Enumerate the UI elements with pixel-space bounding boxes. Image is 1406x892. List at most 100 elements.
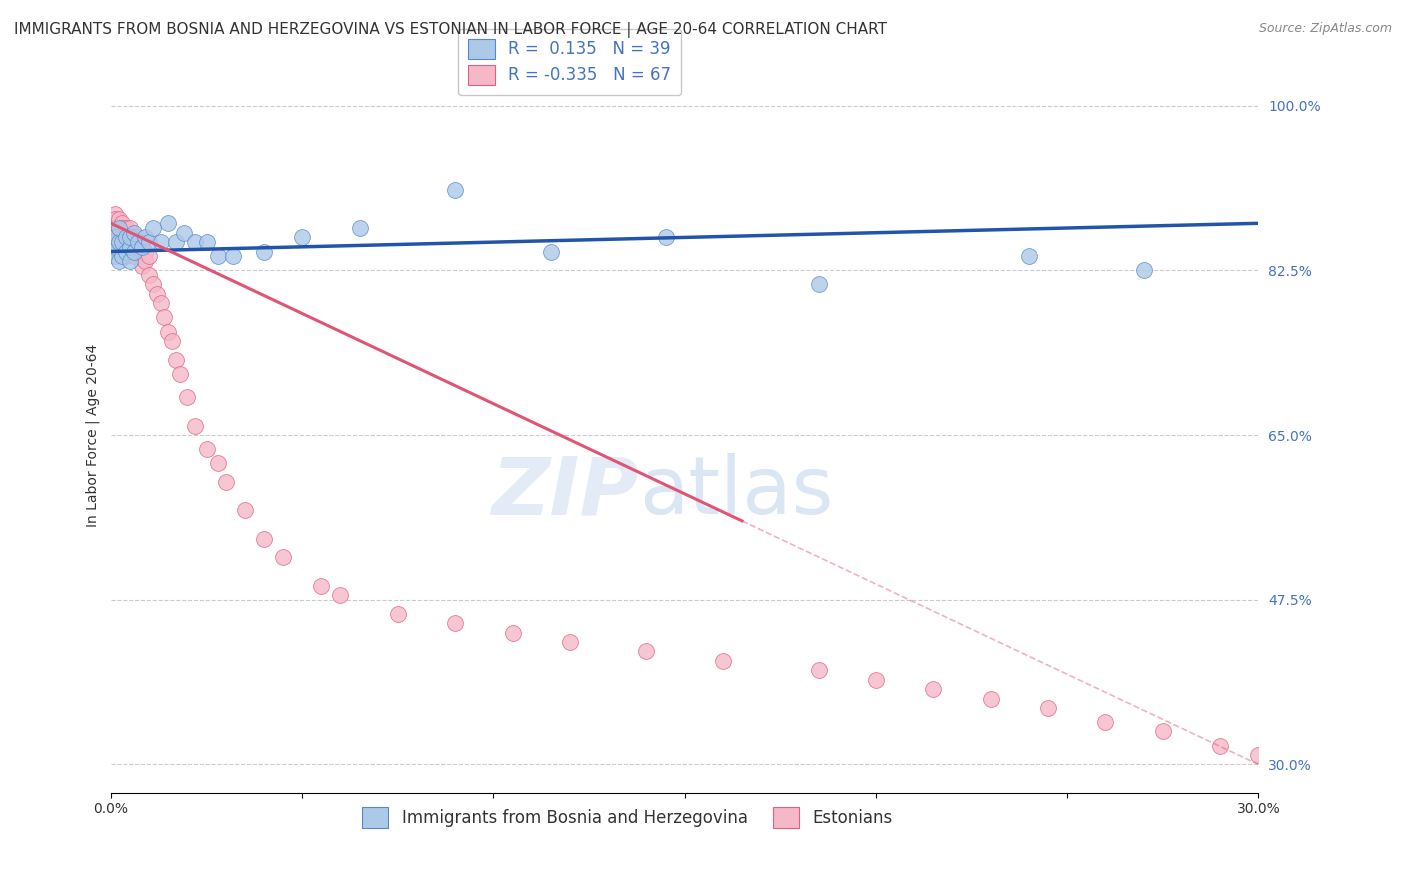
Point bbox=[253, 532, 276, 546]
Point bbox=[1209, 739, 1232, 753]
Point bbox=[1094, 715, 1116, 730]
Point bbox=[865, 673, 887, 687]
Point bbox=[807, 663, 830, 677]
Point bbox=[134, 254, 156, 268]
Point bbox=[540, 244, 562, 259]
Point bbox=[104, 240, 127, 254]
Point bbox=[149, 296, 172, 310]
Point bbox=[807, 277, 830, 292]
Point bbox=[195, 235, 218, 249]
Point bbox=[104, 221, 127, 235]
Point bbox=[387, 607, 409, 621]
Point bbox=[184, 418, 207, 433]
Point bbox=[980, 691, 1002, 706]
Point bbox=[111, 216, 134, 230]
Point bbox=[207, 249, 229, 263]
Point bbox=[118, 254, 141, 268]
Point bbox=[291, 230, 314, 244]
Point bbox=[157, 216, 180, 230]
Point bbox=[104, 207, 127, 221]
Point bbox=[107, 235, 129, 249]
Point bbox=[138, 268, 160, 282]
Point bbox=[1247, 747, 1270, 762]
Point bbox=[127, 235, 149, 249]
Point bbox=[115, 230, 138, 244]
Point bbox=[134, 244, 156, 259]
Point bbox=[160, 334, 183, 348]
Point bbox=[253, 244, 276, 259]
Legend: Immigrants from Bosnia and Herzegovina, Estonians: Immigrants from Bosnia and Herzegovina, … bbox=[354, 801, 900, 834]
Point bbox=[142, 221, 165, 235]
Point bbox=[711, 654, 734, 668]
Point bbox=[207, 456, 229, 470]
Point bbox=[222, 249, 245, 263]
Point bbox=[122, 226, 145, 240]
Point bbox=[118, 244, 141, 259]
Point bbox=[111, 240, 134, 254]
Point bbox=[122, 244, 145, 259]
Point bbox=[127, 230, 149, 244]
Point bbox=[115, 244, 138, 259]
Point bbox=[146, 286, 169, 301]
Point bbox=[233, 503, 256, 517]
Point bbox=[1152, 724, 1174, 739]
Point bbox=[176, 391, 198, 405]
Point bbox=[165, 235, 187, 249]
Point bbox=[558, 635, 581, 649]
Point bbox=[138, 235, 160, 249]
Text: Source: ZipAtlas.com: Source: ZipAtlas.com bbox=[1258, 22, 1392, 36]
Point bbox=[142, 277, 165, 292]
Point bbox=[100, 216, 122, 230]
Point bbox=[107, 254, 129, 268]
Point bbox=[111, 235, 134, 249]
Point bbox=[1036, 701, 1059, 715]
Point bbox=[444, 183, 467, 197]
Point bbox=[1132, 263, 1154, 277]
Point bbox=[122, 230, 145, 244]
Point bbox=[184, 235, 207, 249]
Point bbox=[107, 221, 129, 235]
Point bbox=[153, 310, 176, 325]
Point bbox=[111, 221, 134, 235]
Point bbox=[214, 475, 236, 489]
Point bbox=[127, 244, 149, 259]
Point bbox=[131, 240, 153, 254]
Point bbox=[122, 240, 145, 254]
Point bbox=[104, 235, 127, 249]
Point bbox=[444, 616, 467, 631]
Point bbox=[104, 249, 127, 263]
Point bbox=[104, 211, 127, 226]
Point bbox=[118, 235, 141, 249]
Y-axis label: In Labor Force | Age 20-64: In Labor Force | Age 20-64 bbox=[86, 343, 100, 526]
Point bbox=[118, 221, 141, 235]
Point bbox=[131, 240, 153, 254]
Point bbox=[107, 235, 129, 249]
Point bbox=[107, 244, 129, 259]
Text: ZIP: ZIP bbox=[491, 453, 638, 532]
Point bbox=[149, 235, 172, 249]
Text: IMMIGRANTS FROM BOSNIA AND HERZEGOVINA VS ESTONIAN IN LABOR FORCE | AGE 20-64 CO: IMMIGRANTS FROM BOSNIA AND HERZEGOVINA V… bbox=[14, 22, 887, 38]
Point bbox=[502, 625, 524, 640]
Point bbox=[134, 230, 156, 244]
Point bbox=[115, 221, 138, 235]
Point bbox=[100, 244, 122, 259]
Point bbox=[165, 352, 187, 367]
Point bbox=[157, 325, 180, 339]
Point bbox=[349, 221, 371, 235]
Point bbox=[118, 230, 141, 244]
Point bbox=[169, 367, 191, 381]
Point bbox=[127, 235, 149, 249]
Point bbox=[100, 235, 122, 249]
Point bbox=[131, 259, 153, 273]
Point bbox=[111, 249, 134, 263]
Point bbox=[922, 682, 945, 697]
Point bbox=[104, 230, 127, 244]
Point bbox=[111, 230, 134, 244]
Point bbox=[195, 442, 218, 457]
Point bbox=[100, 230, 122, 244]
Point bbox=[122, 249, 145, 263]
Point bbox=[107, 221, 129, 235]
Point bbox=[118, 240, 141, 254]
Point bbox=[138, 249, 160, 263]
Point bbox=[173, 226, 195, 240]
